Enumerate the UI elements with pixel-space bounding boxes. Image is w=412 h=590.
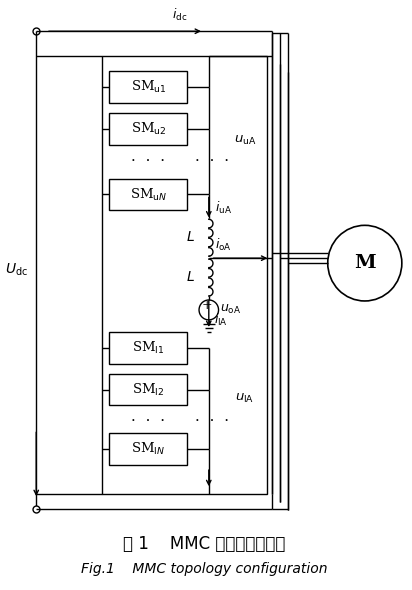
Text: Fig.1    MMC topology configuration: Fig.1 MMC topology configuration xyxy=(81,562,327,576)
Text: $u_{\rm uA}$: $u_{\rm uA}$ xyxy=(234,134,256,148)
Text: ·  ·  ·: · · · xyxy=(131,414,165,428)
Text: $i_{\rm dc}$: $i_{\rm dc}$ xyxy=(172,7,187,23)
Text: ·  ·  ·: · · · xyxy=(194,153,229,168)
Text: $i_{\rm uA}$: $i_{\rm uA}$ xyxy=(215,200,232,217)
Bar xyxy=(109,71,187,103)
Text: $i_{\rm lA}$: $i_{\rm lA}$ xyxy=(214,312,227,328)
Text: ·  ·  ·: · · · xyxy=(131,153,165,168)
Bar xyxy=(109,373,187,405)
Text: $u_{\rm lA}$: $u_{\rm lA}$ xyxy=(235,392,255,405)
Text: $L$: $L$ xyxy=(186,270,195,284)
Text: 图 1    MMC 变频器拓扑结构: 图 1 MMC 变频器拓扑结构 xyxy=(123,535,285,553)
Text: SM$_{{\rm u}2}$: SM$_{{\rm u}2}$ xyxy=(131,121,166,137)
Bar xyxy=(101,56,267,494)
Bar xyxy=(109,332,187,363)
Bar xyxy=(109,179,187,211)
Text: SM$_{{\rm l}2}$: SM$_{{\rm l}2}$ xyxy=(132,382,164,398)
Text: SM$_{{\rm l}N}$: SM$_{{\rm l}N}$ xyxy=(131,441,165,457)
Text: $U_{\rm dc}$: $U_{\rm dc}$ xyxy=(5,262,28,278)
Text: $i_{\rm oA}$: $i_{\rm oA}$ xyxy=(215,237,232,253)
Text: SM$_{{\rm u}N}$: SM$_{{\rm u}N}$ xyxy=(130,186,167,202)
Text: $u_{\rm oA}$: $u_{\rm oA}$ xyxy=(220,303,242,316)
Text: ·  ·  ·: · · · xyxy=(194,414,229,428)
Text: M: M xyxy=(354,254,376,272)
Bar xyxy=(109,433,187,465)
Bar xyxy=(109,113,187,145)
Text: $L$: $L$ xyxy=(186,230,195,244)
Text: SM$_{{\rm l}1}$: SM$_{{\rm l}1}$ xyxy=(132,340,164,356)
Text: SM$_{{\rm u}1}$: SM$_{{\rm u}1}$ xyxy=(131,79,166,95)
Text: +: + xyxy=(201,300,212,313)
